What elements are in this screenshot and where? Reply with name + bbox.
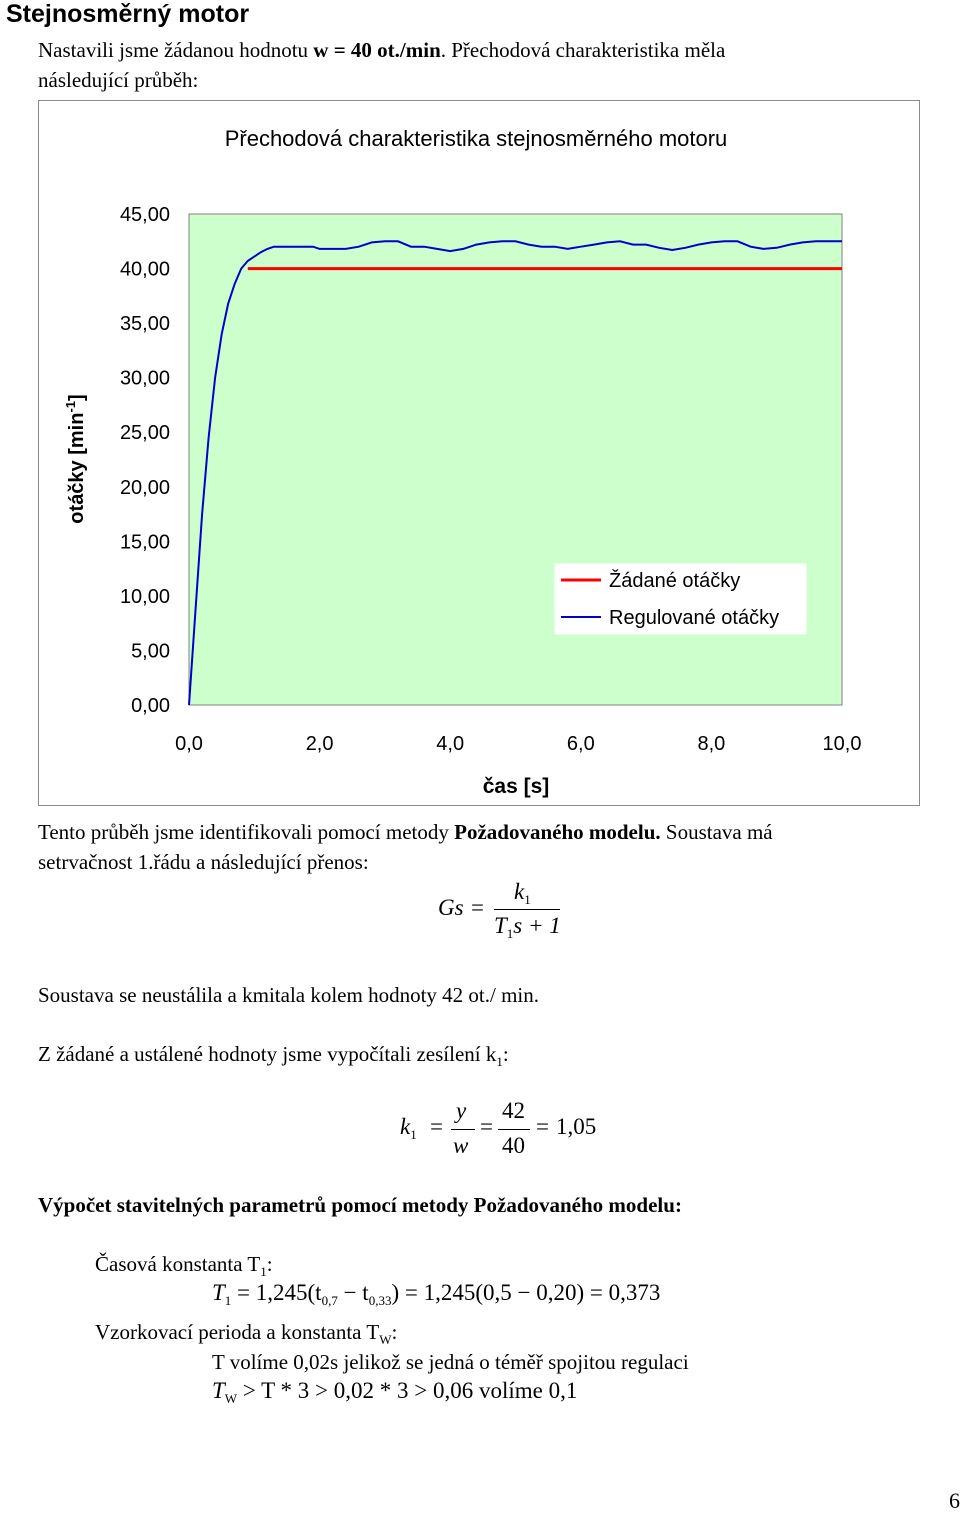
x-tick-label: 0,0 (175, 733, 203, 755)
sampling-text: T volíme 0,02s jelikož se jedná o téměř … (212, 1350, 689, 1374)
formula2-bar2 (498, 1129, 530, 1130)
step-response-chart: Přechodová charakteristika stejnosměrnéh… (63, 126, 861, 798)
intro-setpoint: w = 40 ot./min (313, 38, 441, 62)
y-tick-label: 5,00 (131, 640, 170, 662)
y-tick-label: 15,00 (120, 531, 170, 553)
para1-rest: Soustava má (660, 820, 773, 844)
chart-title: Přechodová charakteristika stejnosměrnéh… (225, 126, 728, 151)
x-tick-label: 10,0 (823, 733, 862, 755)
y-tick-label: 35,00 (120, 313, 170, 335)
formula2-40: 40 (502, 1133, 525, 1158)
x-axis-label: čas [s] (483, 775, 550, 798)
x-tick-label: 8,0 (697, 733, 725, 755)
formula2-eq3: = (536, 1114, 549, 1139)
legend-label-regulovane: Regulované otáčky (609, 607, 779, 629)
y-tick-label: 0,00 (131, 695, 170, 717)
para3: Z žádané a ustálené hodnoty jsme vypočít… (38, 1042, 509, 1069)
intro-text: Nastavili jsme žádanou hodnotu (38, 38, 314, 62)
legend-box (554, 563, 807, 635)
page-number: 6 (949, 1488, 960, 1513)
formula1-numerator: k1 (514, 879, 531, 907)
formula1-eq: = (471, 895, 484, 920)
formula4: TW > T * 3 > 0,02 * 3 > 0,06 volíme 0,1 (212, 1378, 578, 1406)
intro-line-2: následující průběh: (38, 68, 199, 92)
y-axis: 0,00 5,00 10,00 15,00 20,00 25,00 30,00 35,00 40… (120, 204, 170, 717)
para1-text: Tento průběh jsme identifikovali pomocí … (38, 820, 455, 844)
para1-method: Požadovaného modelu. (454, 820, 661, 844)
formula2-result: 1,05 (556, 1114, 597, 1139)
formula2-eq1: = (430, 1114, 443, 1139)
y-tick-label: 25,00 (120, 422, 170, 444)
time-const-label: Časová konstanta T1: (95, 1252, 273, 1279)
y-tick-label: 40,00 (120, 259, 170, 281)
y-tick-label: 10,00 (120, 586, 170, 608)
para2: Soustava se neustálila a kmitala kolem h… (38, 983, 540, 1007)
series-line-regulovane (188, 240, 842, 706)
y-tick-label: 20,00 (120, 477, 170, 499)
y-tick-label: 45,00 (120, 204, 170, 226)
y-axis-label: otáčky [min-1] (63, 394, 88, 523)
formula2-eq2: = (480, 1114, 493, 1139)
formula2-y: y (456, 1098, 467, 1123)
series-layer (188, 240, 842, 706)
formula3: T1 = 1,245(t0,7 − t0,33) = 1,245(0,5 − 0… (212, 1280, 661, 1308)
x-tick-label: 2,0 (306, 733, 334, 755)
formula2-42: 42 (502, 1098, 525, 1123)
x-tick-label: 4,0 (436, 733, 464, 755)
legend-label-zadane: Žádané otáčky (609, 569, 740, 592)
y-tick-label: 30,00 (120, 368, 170, 390)
formula1-lhs: Gs (438, 895, 464, 920)
formula2-w: w (453, 1133, 469, 1158)
intro-text-rest: . Přechodová charakteristika měla (440, 38, 726, 62)
page-title: Stejnosměrný motor (6, 0, 250, 28)
formula2-k: k1 (400, 1114, 417, 1142)
formula1-denominator: T1s + 1 (494, 913, 561, 941)
sampling-label: Vzorkovací perioda a konstanta TW: (95, 1320, 398, 1347)
formula1-fraction-bar (494, 909, 560, 910)
chart-frame: Přechodová charakteristika stejnosměrnéh… (38, 100, 920, 806)
formula2-bar1 (451, 1129, 475, 1130)
para1-line-1: Tento průběh jsme identifikovali pomocí … (38, 818, 773, 847)
para1-line-2: setrvačnost 1.řádu a následující přenos: (38, 850, 369, 874)
x-tick-label: 6,0 (567, 733, 595, 755)
section-heading: Výpočet stavitelných parametrů pomocí me… (38, 1193, 682, 1217)
x-axis: 0,0 2,0 4,0 6,0 8,0 10,0 (175, 733, 861, 755)
legend: Žádané otáčky Regulované otáčky (554, 563, 807, 635)
intro-line-1: Nastavili jsme žádanou hodnotu w = 40 ot… (38, 36, 725, 65)
